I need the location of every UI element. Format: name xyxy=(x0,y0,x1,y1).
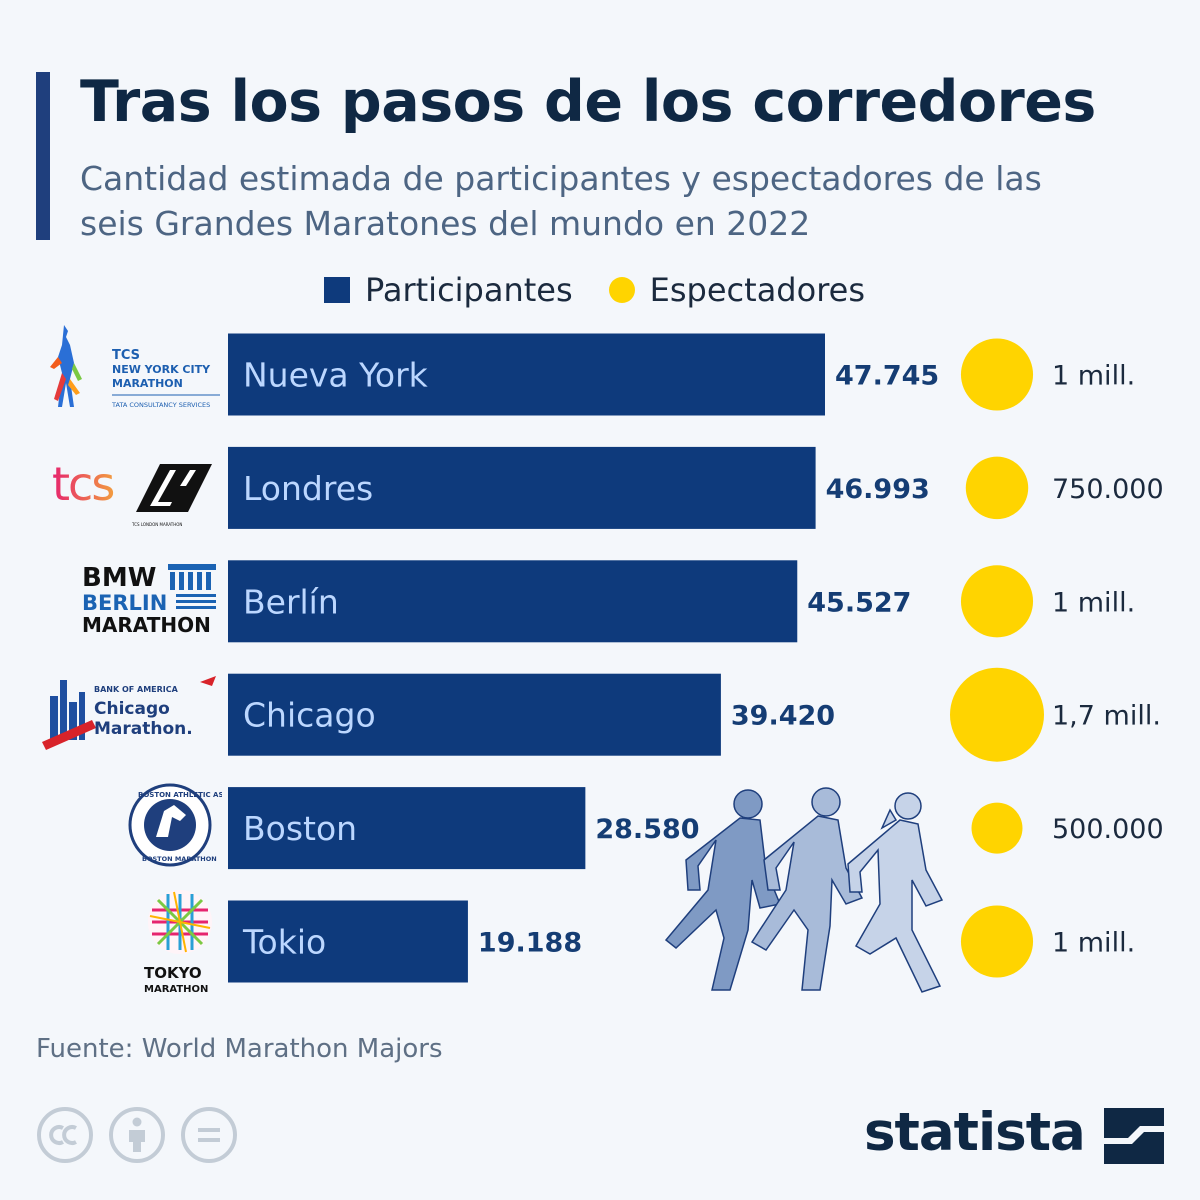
value-label-boston: 28.580 xyxy=(595,814,699,845)
no-derivatives-icon[interactable] xyxy=(180,1106,238,1164)
page-title: Tras los pasos de los corredores xyxy=(80,69,1096,135)
spectator-dot-nueva-york xyxy=(960,338,1034,411)
page-subtitle: Cantidad estimada de participantes y esp… xyxy=(80,159,1042,243)
legend-swatch-spectators xyxy=(608,277,635,303)
london-marathon-logo: tcs TCS LONDON MARATHON xyxy=(52,457,212,527)
spectator-dot-berlin xyxy=(960,565,1034,638)
svg-text:Marathon.: Marathon. xyxy=(94,719,193,739)
statista-logo-icon xyxy=(1104,1108,1164,1164)
bar-label-londres: Londres xyxy=(243,469,373,508)
boston-marathon-logo: BOSTON ATHLETIC ASSOCIATION BOSTON MARAT… xyxy=(128,783,222,867)
tokyo-marathon-logo: TOKYO MARATHON xyxy=(144,890,212,995)
spectator-label-londres: 750.000 xyxy=(1052,474,1164,505)
bar-label-tokio: Tokio xyxy=(242,923,326,962)
bar-boston xyxy=(228,787,586,870)
svg-text:MARATHON: MARATHON xyxy=(144,984,208,995)
spectator-label-boston: 500.000 xyxy=(1052,814,1164,845)
spectator-dot-tokio xyxy=(960,905,1034,978)
value-label-berlin: 45.527 xyxy=(807,587,911,618)
chart-legend: Participantes Espectadores xyxy=(324,268,901,312)
bar-nueva-york xyxy=(228,333,825,416)
svg-text:MARATHON: MARATHON xyxy=(112,377,183,390)
spectator-label-berlin: 1 mill. xyxy=(1052,587,1135,618)
svg-text:TCS: TCS xyxy=(112,348,140,363)
bar-label-boston: Boston xyxy=(243,809,357,848)
legend-item-spectators: Espectadores xyxy=(608,271,865,309)
license-icons xyxy=(36,1106,252,1164)
spectator-dot-boston xyxy=(971,802,1023,854)
svg-text:BANK OF AMERICA: BANK OF AMERICA xyxy=(94,685,179,694)
svg-text:BMW: BMW xyxy=(82,563,156,593)
svg-text:tcs: tcs xyxy=(52,457,113,511)
new-york-marathon-logo: TCS NEW YORK CITY MARATHON TATA CONSULTA… xyxy=(50,325,220,409)
svg-text:BOSTON ATHLETIC ASSOCIATION: BOSTON ATHLETIC ASSOCIATION xyxy=(138,791,222,799)
title-accent-bar xyxy=(36,72,50,240)
legend-item-participants: Participantes xyxy=(324,271,573,309)
bar-label-berlin: Berlín xyxy=(243,582,339,621)
spectator-dot-londres xyxy=(965,456,1029,520)
spectator-label-tokio: 1 mill. xyxy=(1052,928,1135,959)
marathon-chart: Nueva York 47.745 1 mill. Londres 46.993 750.… xyxy=(228,333,1164,983)
chicago-marathon-logo: BANK OF AMERICA Chicago Marathon. xyxy=(42,676,216,750)
cc-icon[interactable] xyxy=(36,1106,94,1164)
attribution-icon[interactable] xyxy=(108,1106,166,1164)
bar-label-chicago: Chicago xyxy=(243,696,376,735)
svg-text:BOSTON MARATHON: BOSTON MARATHON xyxy=(142,855,217,863)
bar-londres xyxy=(228,446,816,529)
legend-label-participants: Participantes xyxy=(365,271,573,309)
bar-berlin xyxy=(228,560,798,643)
source-note: Fuente: World Marathon Majors xyxy=(36,1034,443,1064)
berlin-marathon-logo: BMW BERLIN MARATHON xyxy=(82,563,216,637)
spectator-label-chicago: 1,7 mill. xyxy=(1052,701,1161,732)
runners-illustration xyxy=(664,787,944,993)
bar-tokio xyxy=(228,900,468,983)
statista-brand: statista xyxy=(864,1102,1086,1163)
value-label-nueva-york: 47.745 xyxy=(835,361,939,392)
value-label-londres: 46.993 xyxy=(826,474,930,505)
value-label-tokio: 19.188 xyxy=(478,928,582,959)
bar-label-nueva-york: Nueva York xyxy=(243,356,429,395)
svg-text:Chicago: Chicago xyxy=(94,699,170,719)
svg-text:TCS LONDON MARATHON: TCS LONDON MARATHON xyxy=(131,522,182,527)
value-label-chicago: 39.420 xyxy=(731,701,835,732)
svg-text:NEW YORK CITY: NEW YORK CITY xyxy=(112,363,211,376)
svg-text:MARATHON: MARATHON xyxy=(82,613,211,637)
svg-text:TOKYO: TOKYO xyxy=(144,964,202,982)
spectator-dot-chicago xyxy=(950,667,1044,762)
legend-swatch-participants xyxy=(324,277,350,303)
legend-label-spectators: Espectadores xyxy=(649,271,865,309)
bar-chicago xyxy=(228,673,721,756)
svg-text:TATA CONSULTANCY SERVICES: TATA CONSULTANCY SERVICES xyxy=(111,401,210,409)
svg-text:BERLIN: BERLIN xyxy=(82,591,167,615)
spectator-label-nueva-york: 1 mill. xyxy=(1052,361,1135,392)
